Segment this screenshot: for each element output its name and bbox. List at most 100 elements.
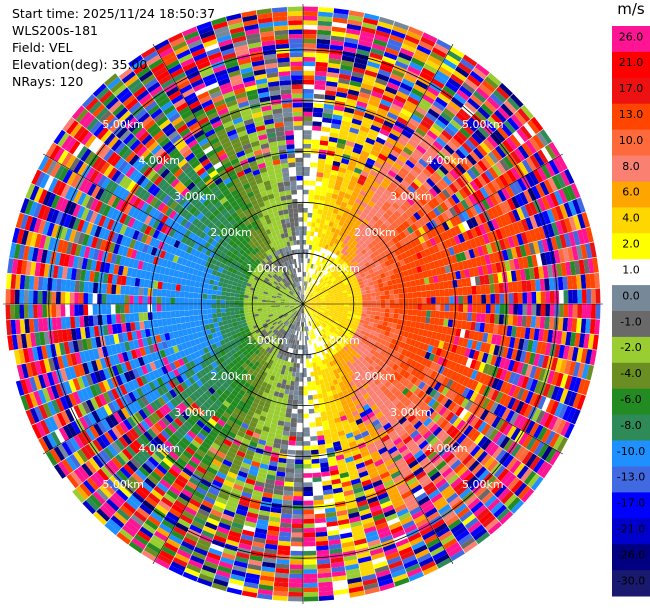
range-gate (529, 215, 538, 229)
range-gate (498, 174, 509, 187)
range-gate (347, 313, 353, 317)
range-gate (383, 189, 392, 198)
range-gate (383, 285, 389, 291)
range-gate (399, 167, 410, 176)
range-gate (321, 182, 329, 188)
range-gate (289, 564, 303, 570)
range-gate (340, 124, 350, 132)
range-gate (307, 305, 312, 309)
range-gate (306, 240, 310, 245)
range-gate (493, 191, 503, 204)
range-gate (285, 412, 292, 418)
range-gate (404, 100, 417, 110)
range-gate (555, 173, 567, 189)
range-gate (445, 229, 454, 239)
range-gate (357, 96, 369, 104)
range-gate (317, 162, 325, 169)
range-gate (592, 334, 599, 350)
range-gate (466, 218, 475, 230)
range-gate (373, 141, 384, 149)
range-gate (350, 75, 363, 83)
range-gate (306, 367, 311, 373)
range-gate (595, 304, 601, 319)
range-gate (357, 304, 363, 307)
range-gate (344, 320, 350, 325)
range-gate (425, 239, 433, 248)
range-gate (307, 304, 313, 305)
range-gate (317, 16, 333, 22)
range-gate (459, 346, 467, 356)
range-gate (382, 55, 396, 65)
range-gate (379, 128, 390, 137)
range-gate (339, 305, 345, 309)
range-gate (311, 259, 315, 265)
range-gate (326, 239, 331, 246)
range-gate (568, 391, 578, 407)
range-gate (400, 150, 411, 160)
range-gate (382, 212, 391, 220)
range-gate (311, 283, 315, 289)
range-gate (413, 211, 422, 221)
range-gate (379, 149, 390, 158)
range-gate (420, 206, 429, 215)
range-gate (315, 522, 327, 528)
range-gate (320, 309, 325, 313)
range-gate (392, 190, 401, 199)
range-gate (387, 169, 397, 178)
range-gate (353, 298, 358, 302)
range-gate (362, 335, 369, 341)
range-gate (308, 189, 315, 195)
range-gate (361, 310, 367, 314)
range-gate (331, 287, 337, 291)
range-gate (314, 84, 326, 90)
range-gate (283, 421, 291, 427)
range-gate (435, 347, 443, 357)
range-gate (314, 75, 327, 81)
range-gate (367, 211, 375, 219)
range-gate (322, 112, 333, 119)
range-gate (532, 169, 544, 183)
range-gate (388, 343, 395, 350)
range-gate (527, 119, 540, 135)
range-gate (402, 146, 413, 156)
range-gate (421, 241, 429, 250)
range-gate (469, 70, 484, 84)
range-gate (397, 86, 411, 96)
range-gate (490, 304, 496, 314)
range-gate (469, 391, 479, 402)
range-gate (316, 301, 322, 303)
range-gate (410, 223, 418, 232)
range-gate (323, 312, 329, 316)
range-gate (339, 236, 346, 243)
range-gate (337, 279, 343, 284)
range-gate (478, 372, 487, 384)
range-gate (559, 219, 569, 234)
range-gate (293, 496, 303, 501)
range-gate (435, 136, 447, 148)
range-gate (282, 430, 290, 436)
range-gate (372, 335, 379, 342)
range-gate (291, 537, 303, 542)
range-gate (338, 252, 344, 258)
range-gate (307, 208, 313, 213)
range-gate (310, 436, 318, 442)
range-gate (298, 340, 302, 346)
range-gate (311, 299, 316, 302)
range-gate (309, 413, 315, 419)
range-gate (327, 67, 340, 74)
range-gate (413, 190, 422, 200)
range-gate (335, 255, 341, 262)
range-gate (449, 169, 460, 180)
range-gate (345, 286, 351, 290)
range-gate (405, 337, 412, 345)
range-gate (529, 378, 538, 393)
range-gate (283, 486, 294, 492)
range-gate (303, 463, 312, 469)
range-gate (445, 219, 454, 229)
range-gate (476, 313, 482, 323)
range-gate (383, 249, 391, 256)
range-gate (524, 173, 536, 188)
range-gate (337, 289, 343, 293)
range-gate (403, 176, 413, 185)
range-gate (352, 309, 358, 313)
